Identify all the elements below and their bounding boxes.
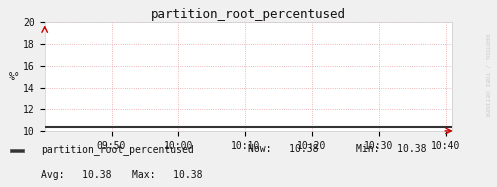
- Text: RRDTOOL / TOBI OETIKER: RRDTOOL / TOBI OETIKER: [485, 33, 490, 116]
- FancyBboxPatch shape: [10, 149, 24, 152]
- Text: Now:   10.38: Now: 10.38: [248, 144, 319, 154]
- Text: partition_root_percentused: partition_root_percentused: [41, 144, 194, 155]
- Text: Min:   10.38: Min: 10.38: [356, 144, 426, 154]
- Y-axis label: %°: %°: [9, 72, 21, 82]
- Text: Max:   10.38: Max: 10.38: [132, 171, 202, 180]
- Text: Avg:   10.38: Avg: 10.38: [41, 171, 112, 180]
- Title: partition_root_percentused: partition_root_percentused: [151, 8, 346, 21]
